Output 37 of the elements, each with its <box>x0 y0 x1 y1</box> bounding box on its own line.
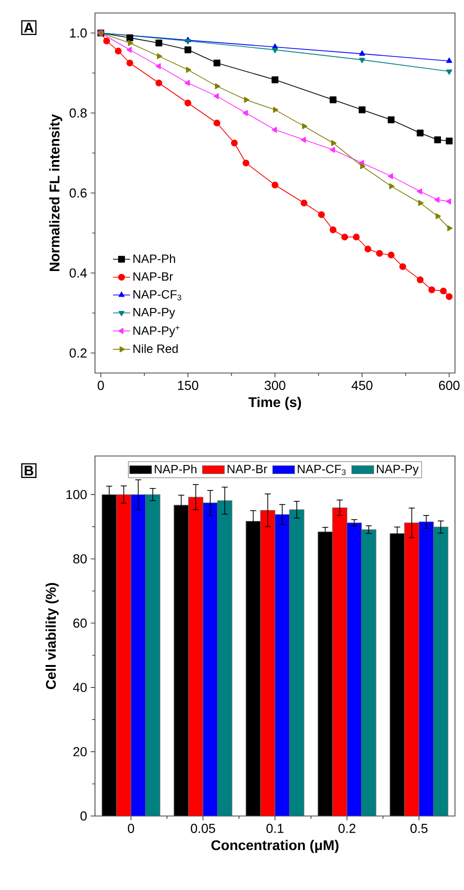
x-tick-label: 0.05 <box>190 824 216 833</box>
legend-label: NAP-CF$_{3}$ <box>133 290 182 300</box>
y-tick-label: 0 <box>80 811 87 821</box>
x-tick-label: 0.5 <box>410 824 428 833</box>
legend-label: NAP-Py <box>376 464 419 476</box>
x-tick-label: 0.2 <box>338 824 356 833</box>
legend-label: NAP-Ph <box>133 254 176 263</box>
y-tick-label: 80 <box>73 554 87 564</box>
y-tick-label: 1.0 <box>70 28 87 38</box>
y-tick-label: 0.8 <box>70 108 87 118</box>
x-tick-label: 450 <box>352 380 372 390</box>
legend-label: NAP-Br <box>228 464 268 474</box>
x-tick-label: 0 <box>128 824 134 833</box>
y-tick-label: 100 <box>66 490 87 500</box>
x-tick-label: 300 <box>264 380 286 390</box>
y-tick-label: 20 <box>73 747 87 756</box>
x-tick-label: 0 <box>98 380 104 390</box>
text: A <box>24 22 34 32</box>
y-axis-title: Cell viability (%) <box>46 583 59 690</box>
x-axis-title: Time (s) <box>248 396 302 410</box>
x-tick-label: 150 <box>178 380 198 390</box>
legend-label: NAP-Py <box>133 308 176 319</box>
legend-label: NAP-CF$_{3}$ <box>298 464 346 476</box>
y-tick-label: 40 <box>73 682 87 692</box>
x-tick-label: 0.1 <box>266 824 284 833</box>
x-axis-title: Concentration (μM) <box>211 840 338 853</box>
y-tick-label: 0.2 <box>70 348 87 358</box>
legend-label: NAP-Ph <box>154 464 196 474</box>
text: B <box>24 466 34 476</box>
y-tick-label: 0.6 <box>70 188 87 198</box>
legend-label: Nile Red <box>133 344 178 354</box>
legend-label: NAP-Py$^{+}$ <box>133 326 180 338</box>
y-tick-label: 0.4 <box>70 268 87 278</box>
legend-label: NAP-Br <box>133 272 173 281</box>
x-tick-label: 600 <box>439 380 460 390</box>
y-axis-title: Normalized FL intensity <box>49 114 62 272</box>
y-tick-label: 60 <box>73 618 87 628</box>
